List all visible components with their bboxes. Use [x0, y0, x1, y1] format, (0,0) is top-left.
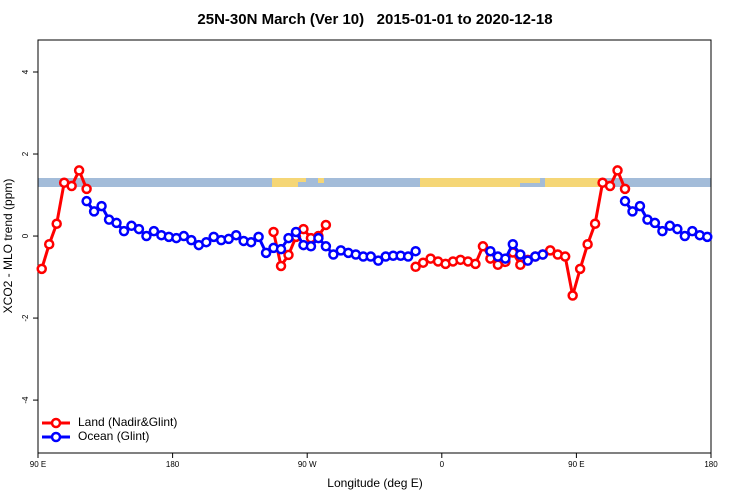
y-tick-label: 4 [21, 69, 30, 74]
data-point [111, 217, 122, 229]
data-point [313, 232, 324, 244]
data-point [544, 245, 556, 256]
data-point [290, 226, 302, 238]
data-point [73, 165, 85, 176]
data-point [619, 183, 631, 195]
data-point [81, 195, 92, 207]
x-tick-label: 90 E [568, 460, 584, 469]
series-line [40, 166, 627, 296]
data-point [148, 225, 160, 237]
plot-frame [37, 39, 712, 454]
land-ocean-strip [38, 178, 711, 187]
legend-label: Ocean (Glint) [78, 429, 149, 443]
data-point [260, 247, 272, 259]
data-point [253, 231, 264, 243]
data-point [201, 236, 212, 248]
x-tick-label: 180 [166, 460, 180, 469]
x-axis-label: Longitude (deg E) [327, 476, 422, 490]
data-point [702, 231, 713, 243]
data-point [51, 218, 62, 229]
y-tick-label: -4 [21, 396, 30, 404]
data-point [133, 223, 145, 235]
data-point [507, 238, 519, 250]
data-point [88, 206, 100, 217]
data-point [649, 217, 661, 229]
chart-title: 25N-30N March (Ver 10) 2015-01-01 to 202… [197, 11, 552, 28]
data-point [141, 230, 152, 242]
data-point [582, 238, 593, 250]
data-point [619, 195, 631, 207]
data-point [574, 263, 586, 275]
legend-marker [50, 431, 62, 443]
data-point [81, 183, 92, 195]
data-point [687, 225, 698, 237]
data-point [485, 245, 496, 257]
data-point [320, 241, 332, 252]
data-point [305, 241, 317, 252]
data-point [657, 225, 668, 237]
y-tick-label: -2 [21, 314, 30, 322]
data-point [178, 230, 190, 242]
data-point [328, 249, 339, 260]
data-point [515, 249, 526, 260]
data-point [43, 238, 55, 250]
legend-marker [50, 417, 62, 429]
data-point [672, 223, 683, 235]
data-point [559, 251, 571, 262]
y-tick-label: 2 [21, 151, 30, 156]
data-point [537, 249, 548, 260]
data-point [66, 180, 77, 192]
data-point [275, 243, 287, 255]
legend-label: Land (Nadir&Glint) [78, 415, 177, 429]
data-point [679, 230, 691, 242]
x-tick-label: 180 [704, 460, 718, 469]
data-point [268, 226, 279, 238]
y-tick-label: 0 [21, 233, 30, 238]
data-point [372, 255, 384, 266]
x-tick-label: 0 [440, 460, 445, 469]
data-point [470, 258, 481, 270]
data-point [500, 253, 511, 264]
data-point [627, 206, 638, 217]
data-point [522, 255, 534, 266]
data-point [417, 257, 429, 268]
data-point [634, 200, 646, 212]
data-point [36, 263, 47, 275]
data-point [96, 200, 107, 212]
data-point [230, 229, 242, 241]
data-point [515, 259, 526, 271]
data-point [283, 249, 294, 261]
data-point [283, 232, 294, 244]
data-point [410, 245, 421, 257]
data-point [477, 241, 489, 252]
data-point [245, 236, 257, 248]
data-point [612, 165, 623, 176]
data-point [365, 251, 377, 262]
data-point [402, 251, 414, 262]
data-point [410, 261, 421, 273]
data-point [186, 234, 197, 246]
y-axis-label: XCO2 - MLO trend (ppm) [1, 179, 15, 314]
x-tick-label: 90 E [30, 460, 46, 469]
data-point [604, 180, 616, 192]
data-point [589, 218, 601, 229]
data-point [567, 290, 578, 301]
data-point [320, 219, 332, 231]
x-tick-label: 90 W [298, 460, 317, 469]
data-point [275, 260, 287, 272]
series-line [85, 200, 708, 263]
data-point [118, 225, 130, 237]
